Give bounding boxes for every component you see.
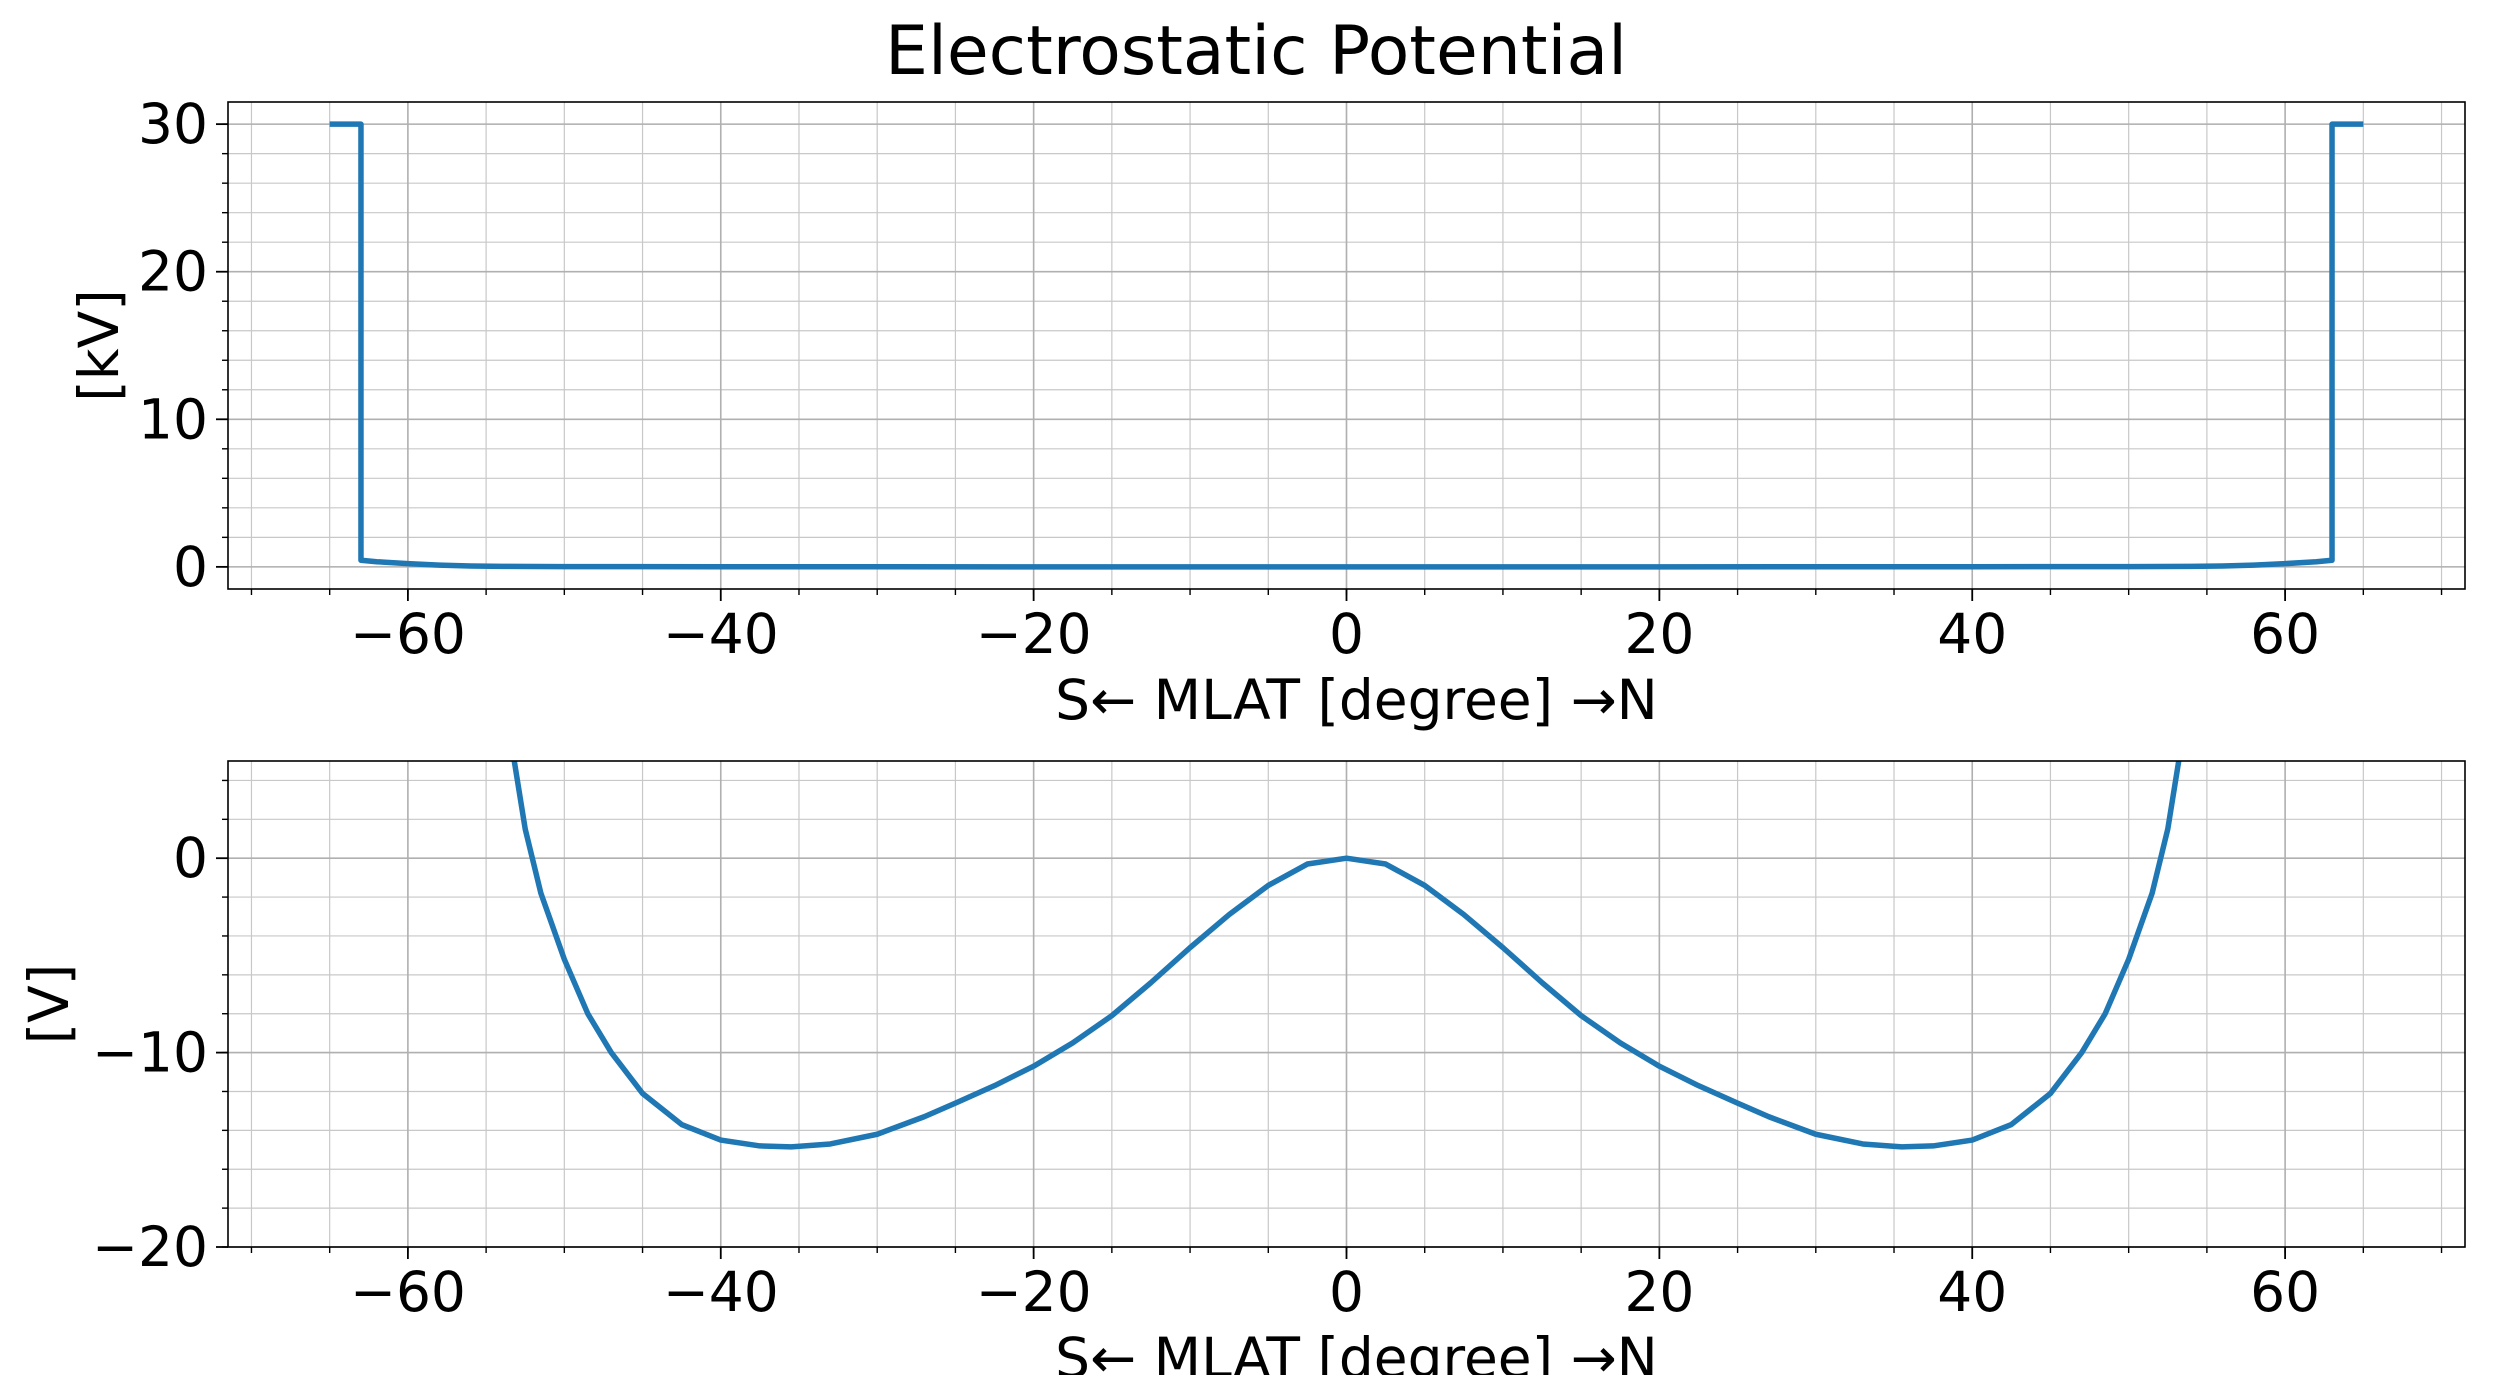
top-x-tick-label: −20 [976,602,1092,666]
top-y-tick-label: 30 [138,92,208,156]
top-x-tick-label: 40 [1937,602,2007,666]
bottom-panel: −60 −40 −20 0 20 40 60 −20 −10 0 S← MLAT [degree]… [17,760,2466,1375]
bottom-x-tick-label: 40 [1937,1260,2007,1324]
top-y-tick-label: 0 [173,535,208,599]
top-y-axis-label: [kV] [67,289,131,401]
bottom-y-tick-label: −20 [92,1215,208,1279]
top-x-tick-label: 60 [2250,602,2320,666]
bottom-y-axis-label: [V] [17,964,81,1045]
top-y-tick-label: 20 [138,240,208,304]
top-y-tick-label: 10 [138,387,208,451]
bottom-x-tick-label: 20 [1624,1260,1694,1324]
top-x-tick-label: 20 [1624,602,1694,666]
bottom-x-tick-label: −20 [976,1260,1092,1324]
top-x-axis-label: S← MLAT [degree] →N [1055,668,1658,732]
bottom-x-tick-label: −60 [350,1260,466,1324]
bottom-x-tick-label: 0 [1329,1260,1364,1324]
chart-title: Electrostatic Potential [885,12,1627,91]
bottom-potential-series-line [511,761,2182,1150]
top-panel: −60 −40 −20 0 20 40 60 0 10 20 30 S← MLAT [degree]… [67,92,2466,732]
bottom-y-tick-label: 0 [173,826,208,890]
bottom-x-axis-label: S← MLAT [degree] →N [1055,1326,1658,1375]
bottom-x-tick-label: −40 [663,1260,779,1324]
bottom-y-tick-label: −10 [92,1021,208,1085]
bottom-x-tick-label: 60 [2250,1260,2320,1324]
top-x-tick-label: 0 [1329,602,1364,666]
top-x-tick-label: −60 [350,602,466,666]
top-potential-series-line [329,121,2364,570]
top-x-tick-label: −40 [663,602,779,666]
